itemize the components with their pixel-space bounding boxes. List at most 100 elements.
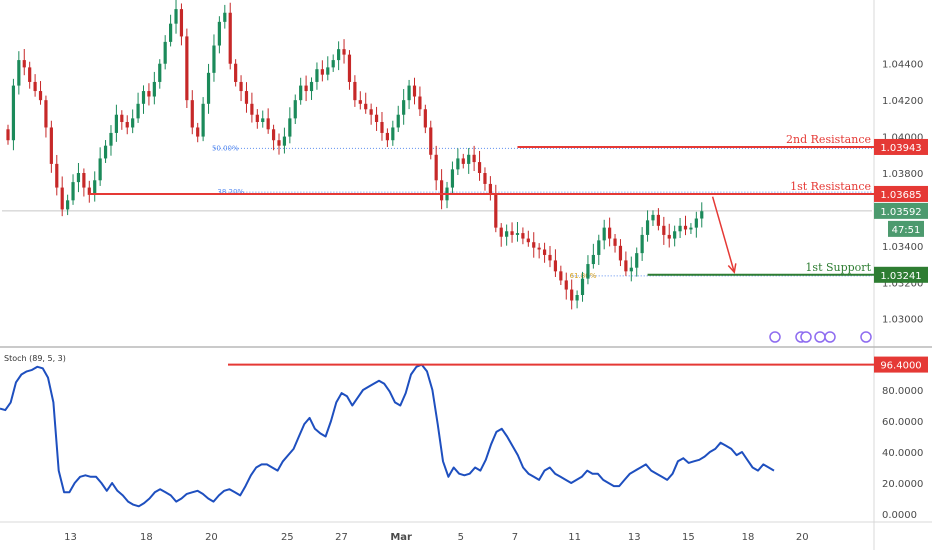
candle[interactable]: [206, 63, 211, 114]
candle[interactable]: [22, 48, 26, 76]
candle[interactable]: [440, 169, 444, 210]
candle[interactable]: [591, 243, 595, 269]
candle[interactable]: [412, 77, 417, 105]
candle[interactable]: [542, 242, 547, 263]
candle[interactable]: [618, 239, 623, 267]
candle[interactable]: [282, 127, 287, 154]
candle[interactable]: [288, 107, 292, 144]
candle[interactable]: [689, 223, 693, 235]
candle[interactable]: [347, 50, 352, 90]
candle[interactable]: [60, 176, 64, 217]
candle[interactable]: [532, 232, 536, 258]
candle[interactable]: [645, 210, 650, 242]
candle[interactable]: [255, 109, 259, 129]
candle[interactable]: [402, 89, 406, 125]
candle[interactable]: [82, 168, 86, 197]
candle[interactable]: [635, 247, 639, 277]
candle[interactable]: [385, 128, 389, 147]
event-icon[interactable]: [800, 331, 812, 343]
stochastic-line[interactable]: [0, 363, 775, 508]
candle[interactable]: [169, 14, 173, 47]
candle[interactable]: [299, 77, 303, 105]
candle[interactable]: [483, 167, 487, 191]
candle[interactable]: [537, 243, 541, 259]
candle[interactable]: [472, 145, 476, 171]
stochastic-axis[interactable]: 0.0000 20.0000 40.0000 60.0000 80.0000 96.400…: [874, 356, 928, 521]
candle[interactable]: [309, 77, 314, 100]
candle[interactable]: [467, 148, 471, 174]
candle[interactable]: [38, 81, 43, 105]
candle[interactable]: [136, 92, 140, 123]
event-icon[interactable]: [769, 331, 781, 343]
candle[interactable]: [228, 2, 232, 70]
candle[interactable]: [434, 145, 438, 191]
candle[interactable]: [271, 124, 276, 151]
candle[interactable]: [109, 125, 113, 156]
projection-arrow[interactable]: [711, 196, 737, 274]
candle[interactable]: [44, 95, 48, 138]
candle[interactable]: [66, 194, 70, 216]
candle[interactable]: [244, 82, 249, 113]
candle[interactable]: [98, 147, 102, 186]
price-axis[interactable]: 1.03000 1.03200 1.03400 1.03800 1.04000 1.042…: [874, 60, 928, 326]
candle[interactable]: [11, 78, 16, 151]
candle[interactable]: [212, 34, 216, 82]
candle[interactable]: [120, 110, 124, 130]
candle[interactable]: [429, 120, 433, 160]
candle[interactable]: [515, 221, 520, 242]
candle[interactable]: [293, 94, 297, 125]
candle[interactable]: [461, 153, 465, 169]
candle[interactable]: [28, 61, 32, 89]
candle[interactable]: [277, 133, 281, 155]
candle[interactable]: [570, 279, 574, 310]
candle[interactable]: [196, 122, 200, 143]
candle[interactable]: [364, 92, 368, 114]
candle[interactable]: [586, 255, 590, 285]
candle[interactable]: [185, 28, 189, 108]
candle[interactable]: [418, 86, 422, 117]
candle[interactable]: [553, 249, 558, 277]
candle[interactable]: [380, 111, 384, 141]
candle[interactable]: [174, 0, 178, 34]
candle[interactable]: [131, 109, 135, 134]
candle[interactable]: [17, 51, 21, 95]
candle[interactable]: [217, 16, 221, 54]
candle[interactable]: [179, 3, 184, 46]
candle[interactable]: [667, 223, 671, 248]
candle[interactable]: [559, 265, 563, 285]
candle[interactable]: [694, 211, 698, 238]
candle[interactable]: [190, 90, 194, 135]
candle[interactable]: [71, 174, 75, 205]
candle[interactable]: [613, 234, 617, 253]
event-icons[interactable]: [769, 331, 872, 343]
candle[interactable]: [499, 223, 503, 247]
candle[interactable]: [304, 75, 308, 102]
candle[interactable]: [331, 54, 335, 72]
candle[interactable]: [337, 41, 341, 71]
candle[interactable]: [700, 202, 704, 228]
candle[interactable]: [597, 234, 601, 265]
candle[interactable]: [369, 103, 373, 125]
candle[interactable]: [141, 85, 146, 114]
candle[interactable]: [477, 150, 482, 181]
candle[interactable]: [163, 35, 167, 70]
candle[interactable]: [158, 59, 162, 89]
candle[interactable]: [261, 110, 265, 128]
candle[interactable]: [152, 71, 156, 105]
candle[interactable]: [374, 106, 379, 131]
candle[interactable]: [342, 39, 346, 64]
candle[interactable]: [396, 105, 400, 133]
stochastic-pane[interactable]: Stoch (89, 5, 3): [0, 354, 874, 508]
candle[interactable]: [662, 216, 666, 245]
candle[interactable]: [624, 251, 628, 276]
candle[interactable]: [234, 59, 238, 87]
candle[interactable]: [526, 230, 530, 247]
candle[interactable]: [315, 62, 319, 90]
event-icon[interactable]: [824, 331, 836, 343]
candle[interactable]: [683, 215, 688, 236]
candle[interactable]: [55, 154, 59, 196]
candle[interactable]: [678, 217, 682, 239]
candle[interactable]: [505, 224, 509, 246]
candle[interactable]: [488, 176, 492, 201]
candle[interactable]: [103, 140, 108, 163]
